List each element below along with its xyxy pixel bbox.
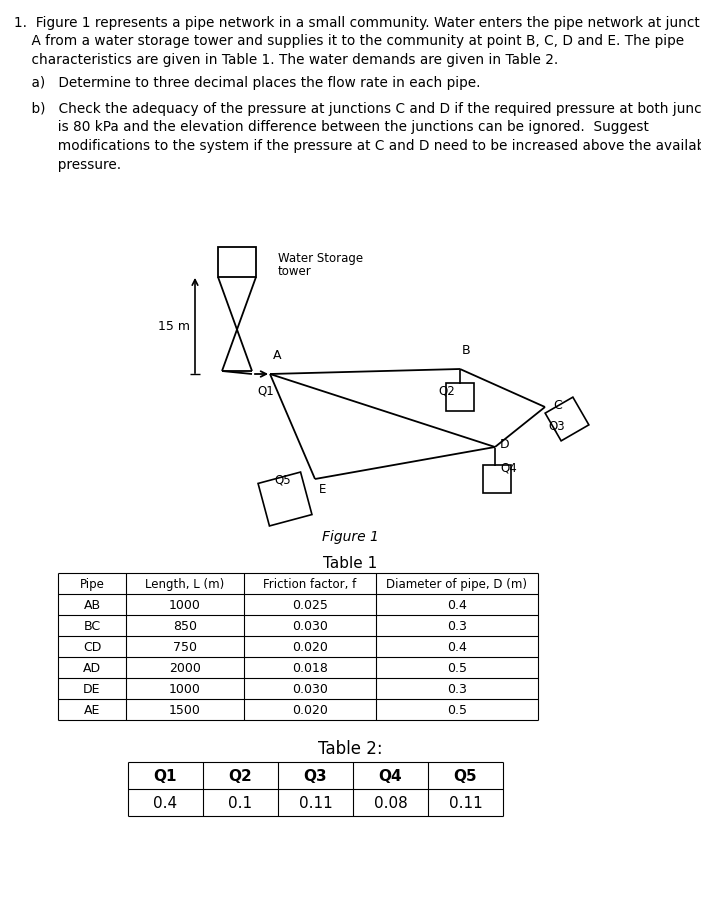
Text: Table 1: Table 1 — [323, 555, 377, 571]
Text: 0.020: 0.020 — [292, 640, 328, 653]
Text: Q3: Q3 — [304, 768, 327, 783]
Text: 1500: 1500 — [169, 703, 201, 716]
Text: DE: DE — [83, 683, 101, 695]
Text: is 80 kPa and the elevation difference between the junctions can be ignored.  Su: is 80 kPa and the elevation difference b… — [14, 120, 649, 135]
Text: 0.3: 0.3 — [447, 619, 467, 632]
Text: AD: AD — [83, 661, 101, 675]
Text: 15 m: 15 m — [158, 319, 190, 332]
Text: E: E — [319, 482, 327, 496]
Text: Diameter of pipe, D (m): Diameter of pipe, D (m) — [386, 577, 527, 591]
Text: characteristics are given in Table 1. The water demands are given in Table 2.: characteristics are given in Table 1. Th… — [14, 53, 558, 67]
Text: 1000: 1000 — [169, 599, 201, 611]
Text: 0.11: 0.11 — [299, 796, 332, 810]
Text: Q4: Q4 — [379, 768, 402, 783]
Text: b)   Check the adequacy of the pressure at junctions C and D if the required pre: b) Check the adequacy of the pressure at… — [14, 102, 701, 116]
Text: 0.1: 0.1 — [229, 796, 252, 810]
Text: AB: AB — [83, 599, 100, 611]
Text: Q5: Q5 — [454, 768, 477, 783]
Bar — [218, 247, 256, 278]
Text: Length, L (m): Length, L (m) — [145, 577, 224, 591]
Text: 0.025: 0.025 — [292, 599, 328, 611]
Text: A from a water storage tower and supplies it to the community at point B, C, D a: A from a water storage tower and supplie… — [14, 34, 684, 49]
Text: D: D — [500, 438, 510, 451]
Text: 0.08: 0.08 — [374, 796, 407, 810]
Text: Friction factor, f: Friction factor, f — [264, 577, 357, 591]
Text: A: A — [273, 349, 282, 361]
Text: AE: AE — [84, 703, 100, 716]
Text: 850: 850 — [173, 619, 197, 632]
Text: 0.030: 0.030 — [292, 619, 328, 632]
Text: 0.11: 0.11 — [449, 796, 482, 810]
Text: Q1: Q1 — [154, 768, 177, 783]
Text: 0.5: 0.5 — [447, 661, 467, 675]
Text: 0.5: 0.5 — [447, 703, 467, 716]
Text: 0.4: 0.4 — [447, 640, 467, 653]
Text: 2000: 2000 — [169, 661, 201, 675]
Text: 0.020: 0.020 — [292, 703, 328, 716]
Text: CD: CD — [83, 640, 101, 653]
Text: BC: BC — [83, 619, 100, 632]
Text: tower: tower — [278, 265, 312, 278]
Text: pressure.: pressure. — [14, 157, 121, 172]
Text: Q2: Q2 — [229, 768, 252, 783]
Text: 0.018: 0.018 — [292, 661, 328, 675]
Text: Q2: Q2 — [438, 384, 455, 396]
Text: Q3: Q3 — [548, 420, 564, 433]
Text: Water Storage: Water Storage — [278, 252, 363, 265]
Text: Q4: Q4 — [500, 461, 517, 474]
Text: Figure 1: Figure 1 — [322, 529, 379, 544]
Text: Q5: Q5 — [274, 473, 291, 487]
Polygon shape — [258, 472, 312, 526]
Text: a)   Determine to three decimal places the flow rate in each pipe.: a) Determine to three decimal places the… — [14, 76, 480, 89]
Text: 0.4: 0.4 — [447, 599, 467, 611]
Text: 0.4: 0.4 — [154, 796, 177, 810]
Text: Table 2:: Table 2: — [318, 740, 382, 757]
Text: 750: 750 — [173, 640, 197, 653]
Text: modifications to the system if the pressure at C and D need to be increased abov: modifications to the system if the press… — [14, 139, 701, 153]
Bar — [483, 465, 511, 493]
Text: B: B — [462, 344, 470, 357]
Text: Pipe: Pipe — [79, 577, 104, 591]
Text: C: C — [553, 399, 562, 412]
Text: Q1: Q1 — [258, 385, 274, 397]
Text: 1.  Figure 1 represents a pipe network in a small community. Water enters the pi: 1. Figure 1 represents a pipe network in… — [14, 16, 701, 30]
Text: 1000: 1000 — [169, 683, 201, 695]
Bar — [446, 384, 474, 412]
Text: 0.030: 0.030 — [292, 683, 328, 695]
Text: 0.3: 0.3 — [447, 683, 467, 695]
Polygon shape — [545, 397, 589, 442]
